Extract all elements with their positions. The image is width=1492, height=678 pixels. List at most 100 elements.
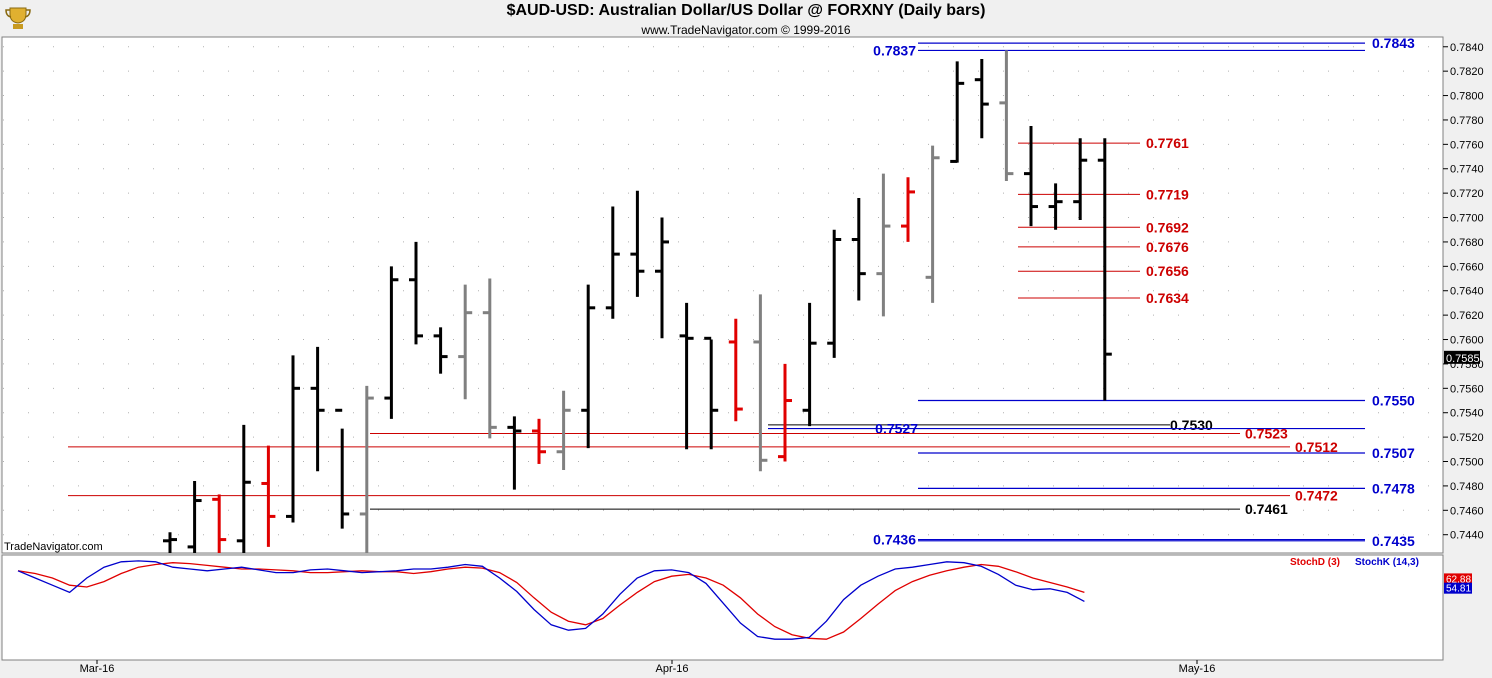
y-tick-label: 0.7700	[1450, 213, 1484, 225]
price-bar	[359, 385, 374, 553]
level-label: 0.7719	[1146, 186, 1189, 202]
y-tick-label: 0.7840	[1450, 42, 1484, 54]
price-bar	[286, 355, 300, 523]
price-level: 0.7461	[370, 501, 1288, 517]
price-bar	[212, 494, 227, 553]
y-tick-label: 0.7540	[1450, 408, 1484, 420]
price-bar	[704, 336, 719, 450]
price-bar	[507, 416, 522, 490]
y-tick-label: 0.7440	[1450, 530, 1484, 542]
price-bar	[728, 318, 743, 422]
price-level: 0.7634	[1018, 290, 1189, 306]
price-level: 0.7550	[918, 393, 1415, 409]
level-label: 0.7530	[1170, 417, 1213, 433]
price-bar	[901, 177, 915, 242]
price-bar	[409, 241, 423, 345]
price-bar	[433, 327, 448, 374]
level-label: 0.7550	[1372, 393, 1415, 409]
y-tick-label: 0.7460	[1450, 505, 1484, 517]
price-bar	[556, 390, 571, 471]
price-bar	[163, 532, 177, 553]
price-bar	[974, 58, 989, 139]
y-tick-label: 0.7820	[1450, 66, 1484, 78]
price-bar	[581, 284, 596, 449]
level-label: 0.7436	[873, 532, 916, 548]
chart-subtitle: www.TradeNavigator.com © 1999-2016	[641, 23, 851, 37]
price-bar	[1097, 138, 1112, 401]
price-bar	[236, 424, 251, 553]
price-bar	[532, 418, 546, 464]
price-bar	[1073, 138, 1088, 220]
price-level: 0.7507	[918, 445, 1415, 461]
price-level: 0.7676	[1018, 239, 1189, 255]
y-tick-label: 0.7520	[1450, 432, 1484, 444]
price-level: 0.7512	[68, 439, 1338, 455]
price-level: 0.7435	[918, 533, 1415, 549]
stoch-d-line	[17, 562, 1085, 640]
level-label: 0.7676	[1146, 239, 1189, 255]
price-level: 0.7472	[68, 488, 1338, 504]
price-bar	[679, 302, 694, 450]
stoch-k-value: 54.81	[1446, 584, 1471, 595]
level-label: 0.7843	[1372, 35, 1415, 51]
x-tick-label: May-16	[1179, 663, 1216, 675]
last-price-label: 0.7585	[1446, 353, 1480, 365]
price-bar	[778, 363, 792, 462]
level-label: 0.7435	[1372, 533, 1415, 549]
level-label: 0.7527	[875, 421, 918, 437]
price-bar	[458, 284, 473, 400]
level-label: 0.7656	[1146, 263, 1189, 279]
stoch-d-legend: StochD (3)	[1290, 557, 1340, 568]
price-level: 0.7692	[1018, 219, 1189, 235]
price-level: 0.7436	[873, 532, 1365, 548]
level-label: 0.7461	[1245, 501, 1288, 517]
price-bar	[925, 145, 940, 303]
trophy-logo-icon	[4, 4, 32, 32]
price-bar	[335, 408, 350, 529]
price-bar	[1024, 126, 1038, 227]
price-level: 0.7843	[918, 35, 1415, 51]
price-bar	[655, 217, 669, 339]
price-level: 0.7478	[918, 480, 1415, 496]
level-label: 0.7472	[1295, 488, 1338, 504]
level-label: 0.7523	[1245, 425, 1288, 441]
price-level: 0.7527	[768, 421, 1365, 437]
level-label: 0.7761	[1146, 135, 1189, 151]
stoch-d-value: 62.88	[1446, 574, 1471, 585]
level-label: 0.7507	[1372, 445, 1415, 461]
price-bar	[1048, 183, 1063, 230]
x-tick-label: Mar-16	[80, 663, 115, 675]
price-level: 0.7837	[873, 42, 1365, 58]
price-bar	[950, 61, 965, 163]
y-tick-label: 0.7660	[1450, 261, 1484, 273]
price-bar	[187, 481, 202, 553]
level-label: 0.7634	[1146, 290, 1189, 306]
price-bar	[753, 294, 768, 472]
price-bar	[876, 173, 891, 317]
price-bar	[630, 190, 645, 297]
last-price-box	[1444, 350, 1480, 364]
y-tick-label: 0.7720	[1450, 188, 1484, 200]
y-tick-label: 0.7500	[1450, 457, 1484, 469]
y-tick-label: 0.7800	[1450, 91, 1484, 103]
level-label: 0.7478	[1372, 480, 1415, 496]
y-tick-label: 0.7740	[1450, 164, 1484, 176]
stochastic-panel	[1, 554, 1444, 661]
price-panel	[1, 36, 1444, 554]
level-label: 0.7837	[873, 42, 916, 58]
stoch-k-line	[17, 560, 1085, 640]
level-label: 0.7512	[1295, 439, 1338, 455]
watermark-text: TradeNavigator.com	[4, 541, 103, 553]
y-tick-label: 0.7680	[1450, 237, 1484, 249]
price-bar	[261, 445, 276, 547]
price-bar	[384, 266, 399, 419]
y-tick-label: 0.7620	[1450, 310, 1484, 322]
price-bar	[999, 50, 1014, 181]
y-tick-label: 0.7560	[1450, 383, 1484, 395]
x-tick-label: Apr-16	[655, 663, 688, 675]
stoch-d-value-box	[1444, 573, 1472, 585]
price-level: 0.7656	[1018, 263, 1189, 279]
price-bar	[827, 229, 842, 358]
price-bar	[851, 198, 866, 301]
